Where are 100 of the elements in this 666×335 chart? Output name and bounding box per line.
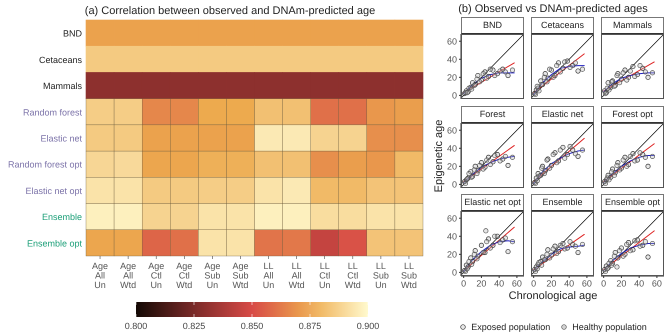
point	[580, 66, 586, 72]
chart-title: Ensemble opt	[601, 194, 664, 211]
point	[632, 158, 638, 163]
x-tick-label: Age Sub Wtd	[232, 261, 248, 290]
point	[645, 163, 651, 168]
chart-title: Ensemble	[531, 194, 594, 211]
chart-title: (a) Correlation between observed and DNAm-predicted age	[84, 5, 376, 17]
point	[502, 236, 508, 241]
x-tick-label: Age Ctl Un	[148, 261, 164, 290]
point	[472, 166, 477, 172]
y-tick-label: Elastic net opt	[25, 186, 82, 196]
point	[488, 245, 493, 251]
point	[628, 248, 633, 254]
point	[492, 72, 498, 78]
point	[483, 228, 488, 234]
point	[612, 254, 617, 259]
point	[642, 239, 648, 244]
point	[474, 170, 480, 176]
point	[562, 59, 568, 65]
y-tick-label: Ensemble opt	[26, 238, 82, 248]
y-tick-label: 60	[446, 124, 457, 135]
point	[478, 242, 484, 248]
point	[645, 74, 651, 80]
point	[488, 66, 493, 72]
point	[542, 170, 547, 176]
point	[637, 244, 643, 249]
point	[567, 239, 573, 244]
x-axis-title: Chronological age	[508, 290, 598, 302]
point	[554, 63, 560, 68]
point	[562, 155, 568, 160]
color-bar-label: 0.900	[356, 321, 380, 331]
point	[617, 80, 622, 86]
x-tick-label: 40	[494, 278, 504, 288]
point	[497, 158, 503, 163]
point	[497, 240, 503, 246]
point	[570, 147, 576, 152]
y-tick-label: 0	[452, 179, 457, 190]
point	[614, 264, 620, 270]
point	[474, 256, 480, 262]
point	[558, 147, 563, 152]
chart-title: Forest	[461, 106, 524, 122]
x-tick-label: 20	[476, 278, 486, 288]
text: (b) Observed vs DNAm-predicted ages	[457, 3, 649, 15]
point	[642, 69, 648, 74]
y-tick-label: Random forest	[22, 107, 82, 118]
point	[645, 254, 651, 260]
x-tick-label: Age All Un	[92, 261, 108, 290]
y-tick-label: 20	[446, 161, 457, 172]
point	[510, 239, 516, 244]
color-bar-label: 0.800	[124, 321, 148, 331]
point	[624, 77, 630, 83]
y-tick-label: Ensemble	[42, 212, 82, 222]
x-tick-label: 60	[582, 278, 592, 288]
x-tick-label: Age All Wtd	[120, 261, 136, 290]
legend-label: Healthy population	[572, 322, 647, 332]
point	[612, 172, 617, 178]
point	[575, 250, 581, 256]
point	[539, 262, 544, 268]
point	[545, 247, 550, 252]
point	[550, 246, 556, 252]
point	[650, 70, 656, 76]
x-tick-label: LL Ctl Wtd	[344, 261, 361, 290]
legend-label: Exposed population	[471, 322, 550, 332]
y-tick-label: 40	[446, 142, 457, 153]
point	[560, 66, 566, 71]
point	[614, 162, 620, 168]
point	[547, 255, 552, 260]
point	[650, 153, 656, 158]
point	[617, 248, 622, 254]
x-tick-label: LL All Un	[262, 261, 274, 290]
point	[615, 255, 620, 260]
point	[562, 246, 568, 252]
point	[632, 238, 638, 244]
color-bar-label: 0.850	[240, 321, 264, 331]
point	[502, 153, 508, 158]
point	[547, 165, 552, 170]
point	[572, 150, 578, 156]
x-tick-label: 20	[546, 278, 556, 288]
x-tick-label: LL Ctl Un	[318, 261, 330, 290]
y-tick-label: BND	[62, 28, 82, 39]
point	[542, 74, 547, 80]
x-tick-label: 0	[461, 278, 466, 288]
point	[505, 72, 511, 78]
x-tick-label: 20	[616, 278, 626, 288]
x-tick-label: LL Sub Wtd	[400, 261, 417, 290]
point	[502, 69, 508, 74]
point	[637, 63, 643, 68]
point	[637, 150, 643, 155]
point	[564, 152, 570, 157]
point	[575, 68, 581, 74]
point	[567, 143, 573, 149]
y-tick-label: Elastic net	[40, 134, 82, 144]
y-tick-label: 60	[446, 213, 457, 224]
x-tick-label: 0	[601, 278, 606, 288]
point	[642, 154, 648, 160]
point	[477, 162, 482, 168]
x-tick-label: LL Sub Un	[372, 261, 389, 290]
point	[544, 79, 550, 84]
y-tick-label: Random forest opt	[8, 160, 82, 170]
point	[492, 234, 498, 239]
